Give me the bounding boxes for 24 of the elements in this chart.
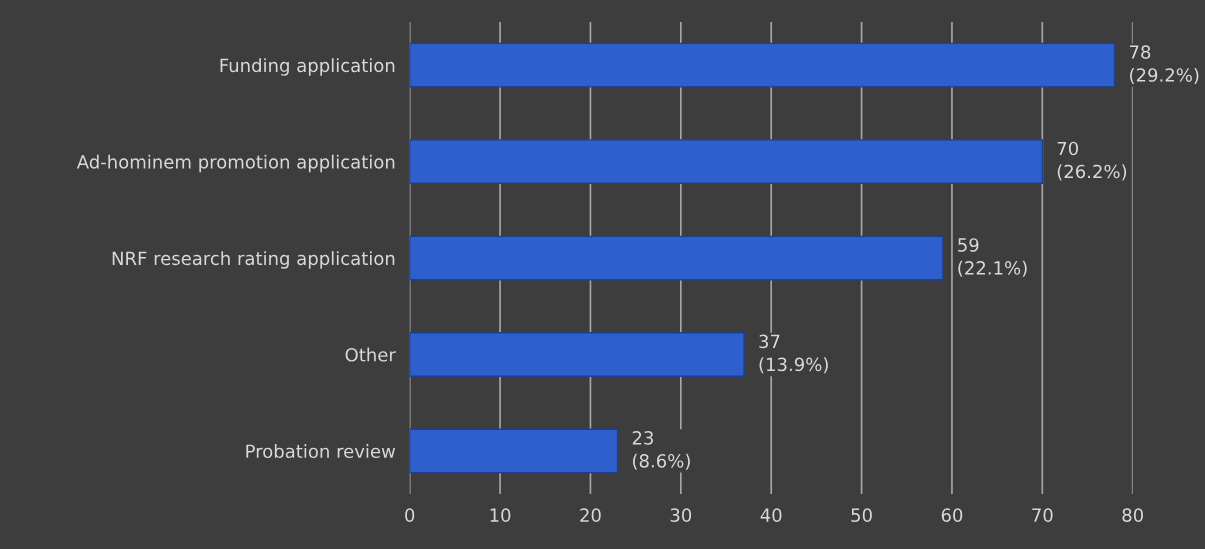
data-label: 59 (22.1%) bbox=[958, 238, 1027, 277]
y-tick-label: Ad-hominem promotion application bbox=[76, 154, 395, 173]
data-label: 37 (13.9%) bbox=[759, 334, 828, 374]
x-tick-label: 30 bbox=[670, 508, 692, 522]
x-tick-label: 50 bbox=[851, 508, 872, 522]
y-tick-label: NRF research rating application bbox=[112, 251, 395, 269]
y-tick-label: Funding application bbox=[220, 58, 395, 76]
x-tick-label: 70 bbox=[1032, 508, 1053, 522]
bar bbox=[409, 139, 1044, 184]
x-tick-label: 20 bbox=[580, 508, 601, 522]
data-label: 70 (26.2%) bbox=[1057, 141, 1127, 181]
x-tick-label: 10 bbox=[490, 508, 511, 522]
data-label: 23 (8.6%) bbox=[632, 431, 690, 470]
bar bbox=[409, 235, 944, 281]
y-tick-label: Other bbox=[345, 347, 396, 362]
y-tick-label: Probation review bbox=[246, 444, 396, 459]
x-tick-label: 80 bbox=[1122, 508, 1143, 522]
bar bbox=[409, 42, 1116, 88]
x-tick-label: 0 bbox=[405, 508, 415, 522]
x-tick-label: 40 bbox=[760, 508, 782, 522]
data-label: 78 (29.2%) bbox=[1130, 45, 1199, 84]
x-tick-label: 60 bbox=[941, 508, 963, 522]
bar bbox=[409, 332, 745, 377]
bar bbox=[409, 428, 619, 474]
